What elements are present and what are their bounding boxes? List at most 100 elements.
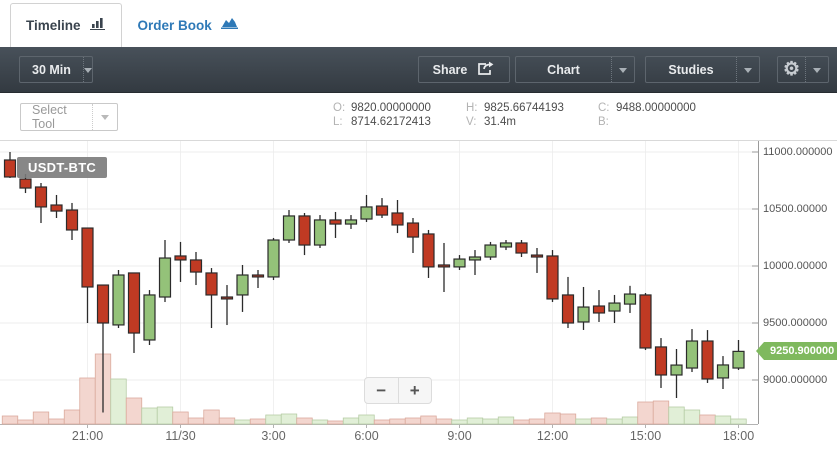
- candle-body[interactable]: [34, 186, 48, 208]
- candle-body[interactable]: [96, 284, 110, 324]
- candle-body[interactable]: [65, 209, 79, 231]
- volume-bar[interactable]: [1, 415, 19, 425]
- candle-body[interactable]: [468, 256, 482, 261]
- candle-body[interactable]: [189, 259, 203, 273]
- volume-bar[interactable]: [528, 418, 546, 425]
- volume-bar[interactable]: [327, 420, 344, 425]
- volume-bar[interactable]: [296, 417, 313, 425]
- volume-bar[interactable]: [513, 419, 530, 425]
- volume-bar[interactable]: [420, 415, 437, 425]
- candle-body[interactable]: [158, 257, 172, 298]
- volume-bar[interactable]: [451, 419, 468, 425]
- candle-body[interactable]: [716, 364, 730, 379]
- candle-body[interactable]: [174, 255, 187, 261]
- volume-bar[interactable]: [559, 413, 577, 425]
- volume-bar[interactable]: [249, 418, 267, 425]
- volume-bar[interactable]: [63, 409, 81, 425]
- volume-bar[interactable]: [575, 418, 592, 425]
- volume-bar[interactable]: [141, 407, 158, 425]
- volume-bar[interactable]: [358, 414, 375, 425]
- candle-body[interactable]: [344, 219, 358, 225]
- candle-body[interactable]: [546, 255, 559, 300]
- candle-body[interactable]: [236, 274, 249, 296]
- candle-body[interactable]: [251, 274, 265, 278]
- candle-body[interactable]: [267, 239, 280, 278]
- volume-bar[interactable]: [187, 417, 205, 425]
- candle-body[interactable]: [422, 233, 435, 268]
- tab-order-book[interactable]: Order Book: [122, 3, 255, 47]
- volume-bar[interactable]: [466, 417, 484, 425]
- select-tool-dropdown[interactable]: Select Tool: [20, 103, 118, 131]
- candle-body[interactable]: [143, 294, 156, 341]
- candle-body[interactable]: [561, 294, 575, 324]
- chart-type-dropdown[interactable]: Chart: [515, 56, 635, 83]
- zoom-in-button[interactable]: +: [397, 378, 432, 403]
- studies-dropdown[interactable]: Studies: [645, 56, 760, 83]
- volume-bar[interactable]: [265, 414, 282, 425]
- settings-dropdown[interactable]: ⚙: [777, 56, 829, 83]
- candle-body[interactable]: [313, 219, 327, 246]
- candle-body[interactable]: [375, 205, 389, 216]
- candle-body[interactable]: [592, 305, 606, 314]
- volume-bar[interactable]: [544, 412, 561, 425]
- volume-bar[interactable]: [389, 418, 406, 425]
- volume-bar[interactable]: [637, 401, 654, 425]
- volume-bar[interactable]: [32, 411, 50, 425]
- volume-bar[interactable]: [48, 418, 65, 425]
- candle-body[interactable]: [406, 222, 420, 238]
- candle-body[interactable]: [608, 302, 621, 312]
- candle-body[interactable]: [499, 242, 513, 248]
- candle-body[interactable]: [112, 274, 125, 326]
- volume-bar[interactable]: [172, 411, 189, 425]
- volume-bar[interactable]: [668, 406, 685, 425]
- candle-body[interactable]: [127, 272, 141, 334]
- candle-body[interactable]: [670, 364, 683, 376]
- interval-dropdown[interactable]: 30 Min: [19, 56, 93, 83]
- volume-bar[interactable]: [156, 406, 174, 425]
- volume-bar[interactable]: [79, 377, 96, 425]
- volume-bar[interactable]: [280, 413, 298, 425]
- volume-bar[interactable]: [730, 418, 747, 425]
- candle-body[interactable]: [19, 178, 32, 189]
- candle-body[interactable]: [654, 346, 668, 376]
- volume-bar[interactable]: [373, 419, 391, 425]
- volume-bar[interactable]: [110, 378, 127, 425]
- chart-area[interactable]: USDT-BTC − + 9250.900000 21:00 11/30 3:00 6…: [0, 141, 837, 452]
- volume-bar[interactable]: [606, 418, 623, 425]
- volume-bar[interactable]: [497, 416, 515, 425]
- volume-bar[interactable]: [652, 400, 670, 425]
- volume-bar[interactable]: [699, 414, 716, 425]
- candle-body[interactable]: [685, 340, 699, 369]
- candle-body[interactable]: [50, 204, 63, 212]
- candle-body[interactable]: [453, 258, 466, 268]
- candle-body[interactable]: [515, 242, 528, 254]
- candle-body[interactable]: [3, 159, 17, 178]
- candle-body[interactable]: [530, 254, 544, 258]
- volume-bar[interactable]: [404, 417, 422, 425]
- volume-bar[interactable]: [125, 397, 143, 425]
- candle-body[interactable]: [701, 340, 714, 380]
- candle-body[interactable]: [81, 227, 94, 288]
- candle-body[interactable]: [205, 272, 218, 296]
- price-chart[interactable]: [0, 141, 837, 452]
- candle-body[interactable]: [639, 294, 652, 349]
- volume-bar[interactable]: [435, 418, 453, 425]
- tab-timeline[interactable]: Timeline: [10, 3, 122, 47]
- candle-body[interactable]: [329, 219, 342, 225]
- volume-bar[interactable]: [218, 417, 236, 425]
- candle-body[interactable]: [220, 296, 234, 300]
- volume-bar[interactable]: [234, 419, 251, 425]
- volume-bar[interactable]: [683, 409, 701, 425]
- candle-body[interactable]: [577, 306, 590, 323]
- volume-bar[interactable]: [482, 418, 499, 425]
- volume-bar[interactable]: [590, 417, 608, 425]
- candle-body[interactable]: [484, 244, 497, 258]
- zoom-out-button[interactable]: −: [376, 380, 387, 400]
- candle-body[interactable]: [298, 215, 311, 246]
- candle-body[interactable]: [360, 206, 373, 220]
- volume-bar[interactable]: [203, 409, 220, 425]
- volume-bar[interactable]: [17, 419, 34, 425]
- candle-body[interactable]: [391, 212, 404, 226]
- candle-body[interactable]: [623, 293, 637, 305]
- candle-body[interactable]: [437, 264, 451, 268]
